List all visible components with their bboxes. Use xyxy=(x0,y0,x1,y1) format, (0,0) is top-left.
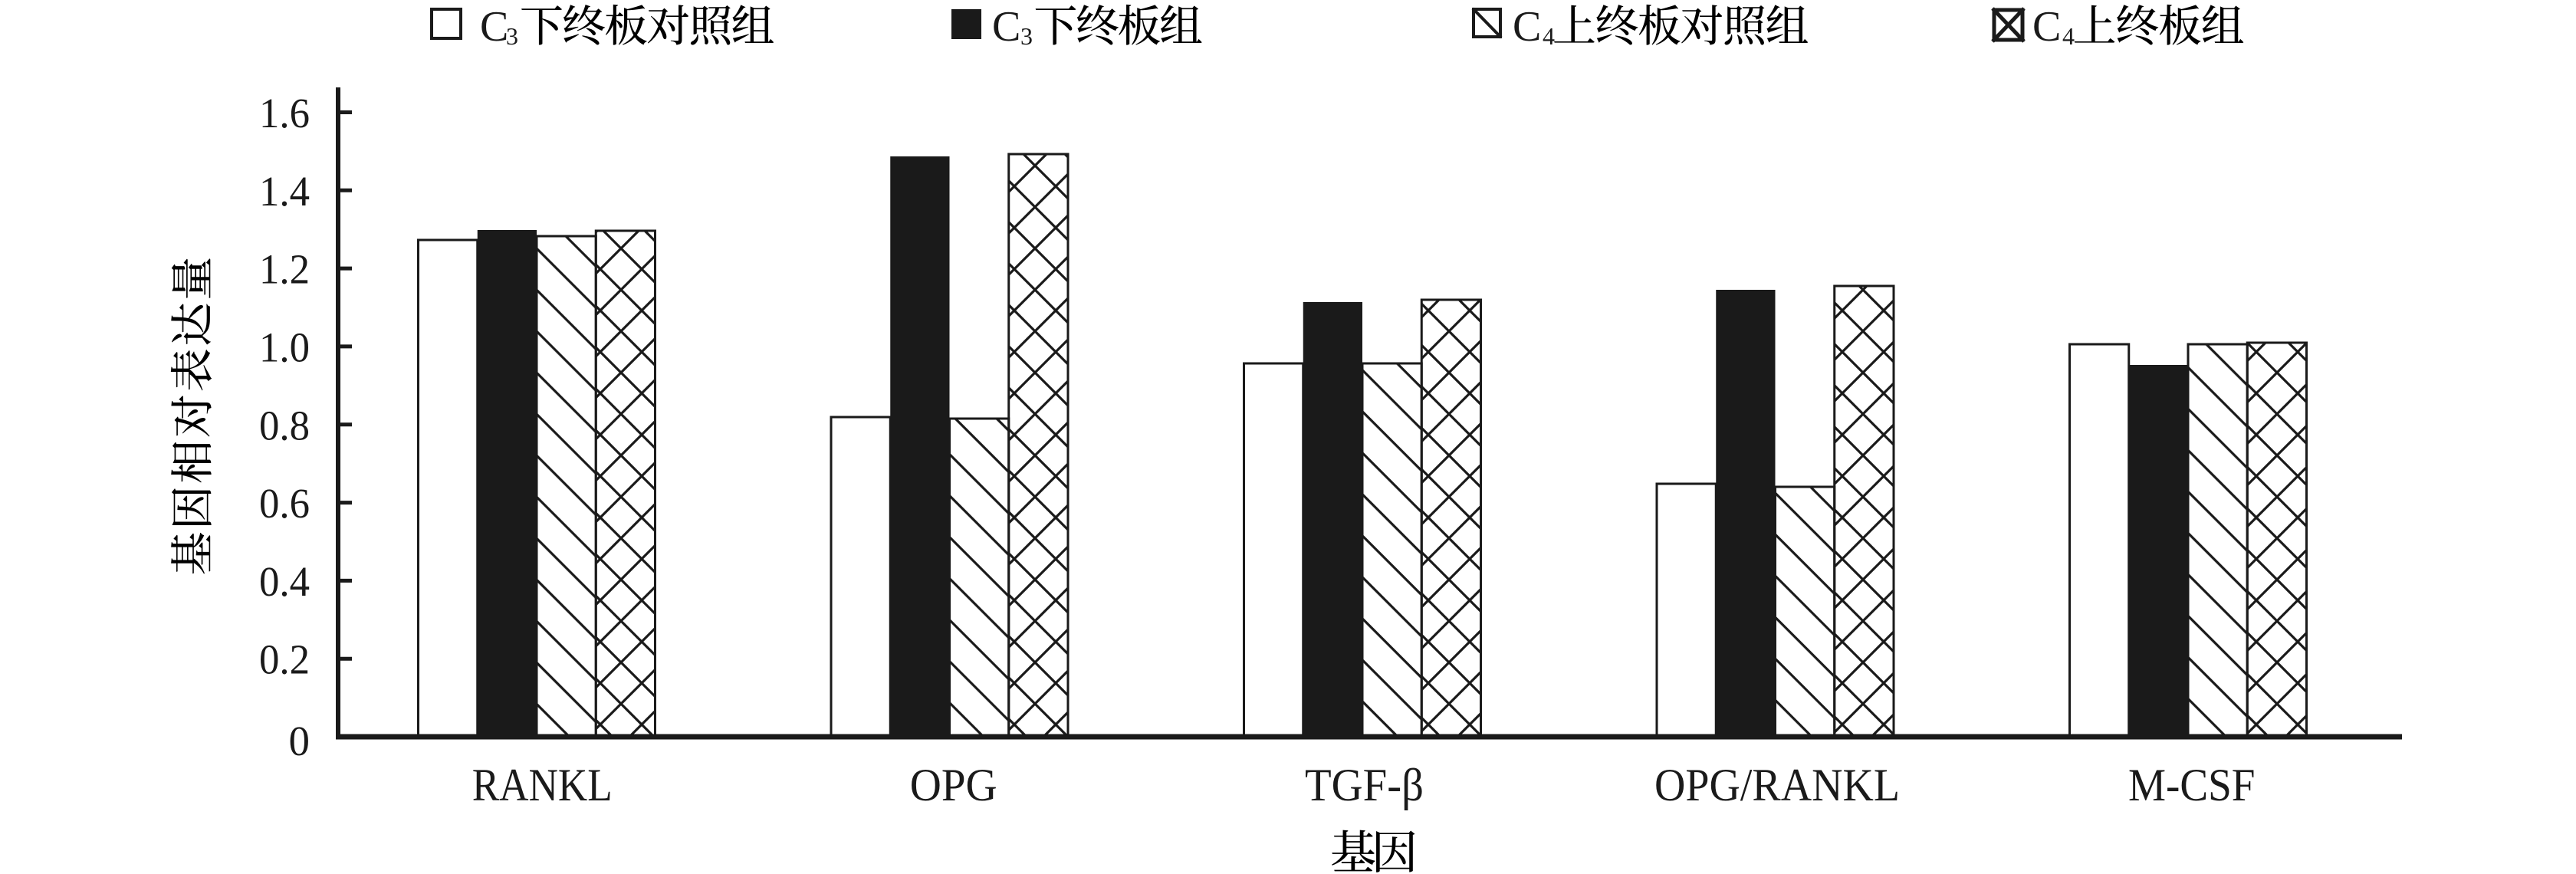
svg-text:M-CSF: M-CSF xyxy=(2128,760,2256,810)
svg-text:OPG: OPG xyxy=(910,760,997,810)
svg-text:3: 3 xyxy=(506,22,518,50)
svg-text:0.6: 0.6 xyxy=(259,480,310,527)
svg-text:1.4: 1.4 xyxy=(259,168,310,215)
svg-text:0.4: 0.4 xyxy=(259,558,310,605)
svg-text:C: C xyxy=(2032,3,2061,51)
svg-text:0.8: 0.8 xyxy=(259,402,310,449)
svg-text:0: 0 xyxy=(289,718,310,764)
svg-text:1.6: 1.6 xyxy=(259,90,310,136)
svg-text:RANKL: RANKL xyxy=(472,760,613,810)
svg-text:C: C xyxy=(992,3,1020,51)
svg-text:1.2: 1.2 xyxy=(259,246,310,293)
svg-text:1.0: 1.0 xyxy=(259,324,310,370)
svg-text:3: 3 xyxy=(1020,22,1033,50)
svg-text:4: 4 xyxy=(2062,22,2075,50)
svg-text:C: C xyxy=(480,3,508,51)
svg-text:TGF-β: TGF-β xyxy=(1305,760,1424,810)
svg-text:C: C xyxy=(1513,3,1541,51)
svg-text:OPG/RANKL: OPG/RANKL xyxy=(1654,760,1900,810)
svg-text:0.2: 0.2 xyxy=(259,636,310,683)
svg-text:4: 4 xyxy=(1543,22,1555,50)
